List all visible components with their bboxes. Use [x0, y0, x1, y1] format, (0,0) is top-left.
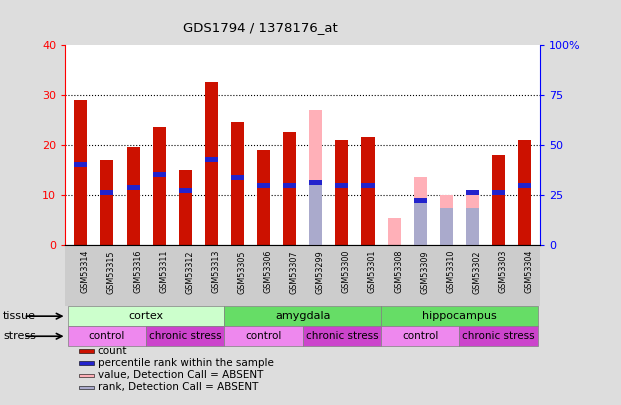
- Bar: [146, 326, 224, 346]
- Text: GSM53307: GSM53307: [289, 250, 299, 294]
- Bar: [79, 349, 94, 353]
- Text: amygdala: amygdala: [275, 311, 330, 321]
- Bar: [388, 217, 401, 245]
- Bar: [127, 147, 140, 245]
- Bar: [205, 158, 218, 162]
- Bar: [153, 127, 166, 245]
- Bar: [75, 100, 88, 245]
- Bar: [335, 140, 348, 245]
- Text: GDS1794 / 1378176_at: GDS1794 / 1378176_at: [183, 21, 338, 34]
- Text: control: control: [89, 331, 125, 341]
- Text: percentile rank within the sample: percentile rank within the sample: [97, 358, 274, 368]
- Bar: [283, 132, 296, 245]
- Bar: [466, 190, 479, 195]
- Text: GSM53312: GSM53312: [185, 250, 194, 294]
- Bar: [79, 373, 94, 377]
- Bar: [153, 173, 166, 177]
- Bar: [518, 183, 531, 188]
- Text: chronic stress: chronic stress: [149, 331, 222, 341]
- Bar: [127, 185, 140, 190]
- Bar: [224, 326, 302, 346]
- Bar: [101, 190, 114, 195]
- Bar: [492, 155, 505, 245]
- Text: control: control: [402, 331, 438, 341]
- Text: rank, Detection Call = ABSENT: rank, Detection Call = ABSENT: [97, 382, 258, 392]
- Bar: [309, 180, 322, 245]
- Bar: [68, 306, 224, 326]
- Text: GSM53313: GSM53313: [211, 250, 220, 294]
- Bar: [68, 326, 146, 346]
- Bar: [179, 170, 192, 245]
- Bar: [440, 208, 453, 245]
- Text: chronic stress: chronic stress: [462, 331, 535, 341]
- Text: GSM53316: GSM53316: [133, 250, 142, 294]
- Text: hippocampus: hippocampus: [422, 311, 497, 321]
- Bar: [75, 162, 88, 167]
- Text: GSM53310: GSM53310: [446, 250, 455, 294]
- Bar: [361, 137, 374, 245]
- Bar: [224, 306, 381, 326]
- Text: cortex: cortex: [129, 311, 164, 321]
- Text: GSM53314: GSM53314: [81, 250, 90, 294]
- Bar: [79, 386, 94, 389]
- Text: count: count: [97, 346, 127, 356]
- Text: tissue: tissue: [3, 311, 36, 321]
- Bar: [466, 195, 479, 245]
- Text: GSM53299: GSM53299: [316, 250, 325, 294]
- Bar: [302, 326, 381, 346]
- Text: GSM53304: GSM53304: [525, 250, 533, 294]
- Bar: [231, 122, 244, 245]
- Text: GSM53300: GSM53300: [342, 250, 351, 294]
- Text: GSM53302: GSM53302: [473, 250, 481, 294]
- Text: GSM53303: GSM53303: [499, 250, 507, 294]
- Bar: [205, 82, 218, 245]
- Bar: [283, 183, 296, 188]
- Bar: [79, 361, 94, 364]
- Bar: [257, 183, 270, 188]
- Text: GSM53311: GSM53311: [159, 250, 168, 294]
- Text: GSM53306: GSM53306: [263, 250, 273, 294]
- Bar: [460, 326, 538, 346]
- Bar: [179, 188, 192, 192]
- Text: chronic stress: chronic stress: [306, 331, 378, 341]
- Bar: [257, 150, 270, 245]
- Bar: [381, 306, 538, 326]
- Text: GSM53315: GSM53315: [107, 250, 116, 294]
- Text: value, Detection Call = ABSENT: value, Detection Call = ABSENT: [97, 370, 263, 380]
- Bar: [414, 200, 427, 245]
- Bar: [361, 183, 374, 188]
- Text: stress: stress: [3, 331, 36, 341]
- Text: GSM53308: GSM53308: [394, 250, 403, 294]
- Text: GSM53301: GSM53301: [368, 250, 377, 294]
- Bar: [231, 175, 244, 180]
- Bar: [440, 195, 453, 245]
- Bar: [492, 190, 505, 195]
- Bar: [414, 198, 427, 202]
- Text: control: control: [245, 331, 282, 341]
- Bar: [309, 180, 322, 185]
- Bar: [518, 140, 531, 245]
- Bar: [309, 110, 322, 245]
- Bar: [381, 326, 460, 346]
- Text: GSM53305: GSM53305: [237, 250, 247, 294]
- Text: GSM53309: GSM53309: [420, 250, 429, 294]
- Bar: [335, 183, 348, 188]
- Bar: [101, 160, 114, 245]
- Bar: [414, 177, 427, 245]
- Bar: [466, 208, 479, 245]
